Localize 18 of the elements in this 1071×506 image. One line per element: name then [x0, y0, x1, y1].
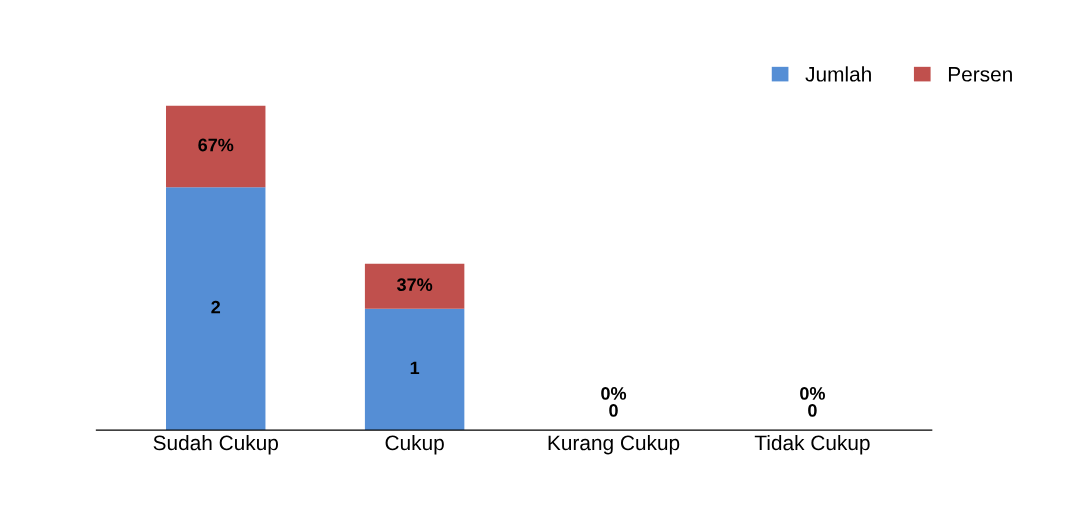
data-label: 37% — [396, 278, 433, 292]
legend-label: Persen — [948, 67, 1012, 82]
bar — [364, 263, 465, 309]
data-label: 0% — [800, 387, 825, 400]
bar — [166, 187, 266, 431]
data-label: 0% — [601, 387, 627, 400]
data-label: 1 — [410, 361, 420, 375]
data-label: 67% — [198, 138, 234, 152]
x-tick-label: Cukup — [385, 434, 444, 455]
bar — [166, 105, 266, 188]
data-label: 2 — [211, 300, 221, 314]
data-label: 0 — [609, 404, 618, 417]
bar — [364, 308, 465, 431]
x-tick-label: Tidak Cukup — [754, 434, 870, 455]
x-tick-label: Sudah Cukup — [153, 434, 278, 455]
data-label: 0 — [808, 404, 817, 417]
x-tick-label: Kurang Cukup — [548, 434, 680, 455]
legend-label: Jumlah — [805, 66, 871, 82]
